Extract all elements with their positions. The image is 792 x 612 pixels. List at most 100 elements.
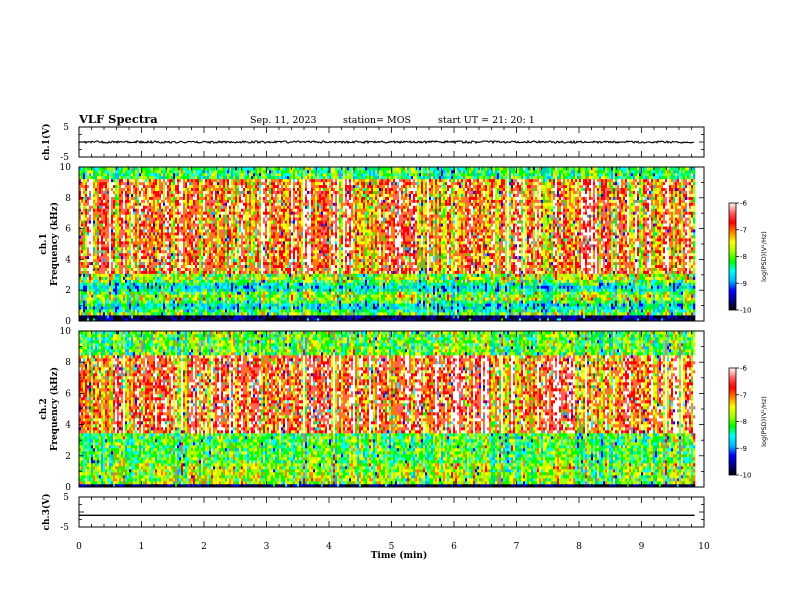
spectrogram-cell xyxy=(129,306,131,309)
spectrogram-cell xyxy=(113,309,115,312)
spectrogram-cell xyxy=(121,291,123,294)
spectrogram-cell xyxy=(99,285,101,288)
spectrogram-cell xyxy=(97,206,99,209)
spectrogram-cell xyxy=(89,176,91,179)
spectrogram-cell xyxy=(111,182,113,185)
spectrogram-cell xyxy=(87,303,89,306)
spectrogram-cell xyxy=(91,229,93,232)
spectrogram-cell xyxy=(95,188,97,191)
spectrogram-cell xyxy=(123,244,125,247)
spectrogram-cell xyxy=(81,206,83,209)
spectrogram-cell xyxy=(81,244,83,247)
spectrogram-cell xyxy=(129,206,131,209)
spectrogram-cell xyxy=(105,291,107,294)
spectrogram-cell xyxy=(131,283,133,286)
spectrogram-cell xyxy=(85,303,87,306)
spectrogram-cell xyxy=(107,238,109,241)
spectrogram-cell xyxy=(117,288,119,291)
spectrogram-cell xyxy=(89,312,91,315)
spectrogram-cell xyxy=(99,214,101,217)
spectrogram-cell xyxy=(99,223,101,226)
spectrogram-cell xyxy=(97,229,99,232)
spectrogram-cell xyxy=(99,268,101,271)
spectrogram-cell xyxy=(81,253,83,256)
spectrogram-cell xyxy=(121,300,123,303)
spectrogram-cell xyxy=(131,259,133,262)
spectrogram-cell xyxy=(131,247,133,250)
spectrogram-cell xyxy=(113,232,115,235)
spectrogram-cell xyxy=(85,217,87,220)
spectrogram-cell xyxy=(91,291,93,294)
spectrogram-cell xyxy=(123,265,125,268)
spectrogram-cell xyxy=(119,185,121,188)
spectrogram-cell xyxy=(87,259,89,262)
spectrogram-cell xyxy=(99,188,101,191)
spectrogram-cell xyxy=(95,283,97,286)
spectrogram-cell xyxy=(119,226,121,229)
spectrogram-cell xyxy=(117,274,119,277)
spectrogram-cell xyxy=(103,194,105,197)
spectrogram-cell xyxy=(125,170,127,173)
spectrogram-cell xyxy=(85,197,87,200)
spectrogram-cell xyxy=(105,188,107,191)
spectrogram-cell xyxy=(123,283,125,286)
spectrogram-cell xyxy=(107,241,109,244)
spectrogram-cell xyxy=(115,200,117,203)
spectrogram-cell xyxy=(103,229,105,232)
spectrogram-cell xyxy=(123,312,125,315)
spectrogram-cell xyxy=(81,208,83,211)
spectrogram-cell xyxy=(111,253,113,256)
spectrogram-cell xyxy=(111,297,113,300)
spectrogram-cell xyxy=(99,259,101,262)
spectrogram-cell xyxy=(125,288,127,291)
spectrogram-cell xyxy=(107,182,109,185)
spectrogram-cell xyxy=(123,253,125,256)
spectrogram-cell xyxy=(101,274,103,277)
spectrogram-cell xyxy=(121,229,123,232)
spectrogram-cell xyxy=(111,306,113,309)
spectrogram-cell xyxy=(87,274,89,277)
spectrogram-cell xyxy=(89,244,91,247)
spectrogram-cell xyxy=(123,229,125,232)
spectrogram-cell xyxy=(81,309,83,312)
spectrogram-cell xyxy=(97,315,99,318)
spectrogram-cell xyxy=(105,211,107,214)
spectrogram-cell xyxy=(83,274,85,277)
spectrogram-cell xyxy=(125,280,127,283)
spectrogram-cell xyxy=(129,309,131,312)
spectrogram-cell xyxy=(127,217,129,220)
spectrogram-cell xyxy=(91,232,93,235)
spectrogram-cell xyxy=(87,197,89,200)
spectrogram-cell xyxy=(111,262,113,265)
spectrogram-cell xyxy=(85,185,87,188)
spectrogram-cell xyxy=(83,253,85,256)
spectrogram-cell xyxy=(101,176,103,179)
spectrogram-cell xyxy=(87,312,89,315)
spectrogram-cell xyxy=(117,280,119,283)
spectrogram-cell xyxy=(123,203,125,206)
spectrogram-cell xyxy=(85,315,87,318)
spectrogram-cell xyxy=(125,274,127,277)
spectrogram-cell xyxy=(89,271,91,274)
spectrogram-cell xyxy=(121,297,123,300)
spectrogram-cell xyxy=(99,229,101,232)
spectrogram-cell xyxy=(129,268,131,271)
spectrogram-cell xyxy=(129,253,131,256)
spectrogram-cell xyxy=(89,203,91,206)
spectrogram-cell xyxy=(109,277,111,280)
spectrogram-cell xyxy=(129,315,131,318)
spectrogram-cell xyxy=(123,226,125,229)
spectrogram-cell xyxy=(83,188,85,191)
spectrogram-cell xyxy=(95,197,97,200)
spectrogram-cell xyxy=(129,256,131,259)
spectrogram-cell xyxy=(85,247,87,250)
spectrogram-cell xyxy=(113,176,115,179)
spectrogram-cell xyxy=(127,223,129,226)
spectrogram-cell xyxy=(129,241,131,244)
spectrogram-cell xyxy=(103,253,105,256)
spectrogram-cell xyxy=(103,312,105,315)
spectrogram-cell xyxy=(95,306,97,309)
spectrogram-cell xyxy=(119,232,121,235)
spectrogram-cell xyxy=(131,241,133,244)
spectrogram-cell xyxy=(85,232,87,235)
